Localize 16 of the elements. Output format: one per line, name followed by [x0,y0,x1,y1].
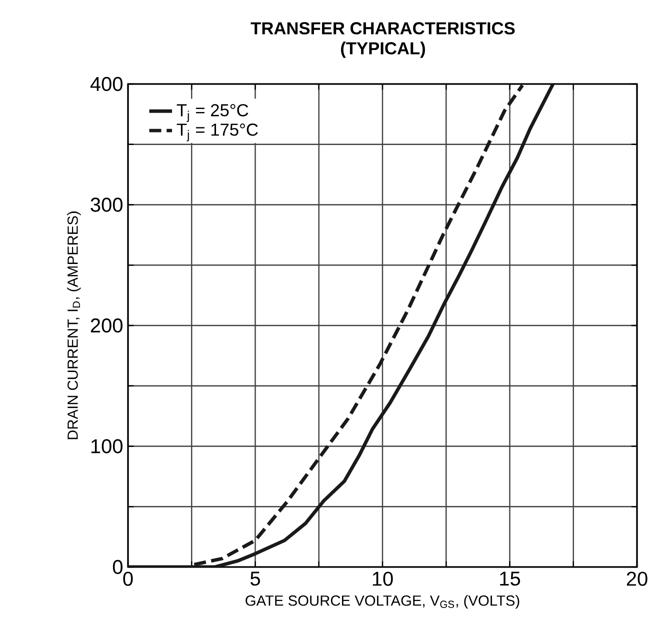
legend-label: T$_{j}$ = 25°C [176,104,248,122]
legend-label: T$_{j}$ = 175°C [176,124,258,142]
y-tick-label: 0 [112,560,122,574]
y-tick-label: 400 [90,76,122,92]
chart-subtitle: (TYPICAL) [341,42,425,58]
chart-title: TRANSFER CHARACTERISTICS [250,22,515,34]
x-tick-label: 20 [626,572,648,586]
x-axis-title: GATE SOURCE VOLTAGE, V$_{GS}$, (VOLTS) [246,595,520,609]
x-tick-label: 10 [372,572,393,586]
x-tick-label: 0 [123,572,133,586]
y-tick-label: 300 [90,198,122,212]
x-tick-label: 5 [250,572,260,586]
y-axis-title: DRAIN CURRENT, I$_{D}$, (AMPERES) [67,212,81,440]
y-tick-label: 200 [90,318,122,333]
y-tick-label: 100 [91,439,122,454]
x-tick-label: 15 [500,572,520,586]
